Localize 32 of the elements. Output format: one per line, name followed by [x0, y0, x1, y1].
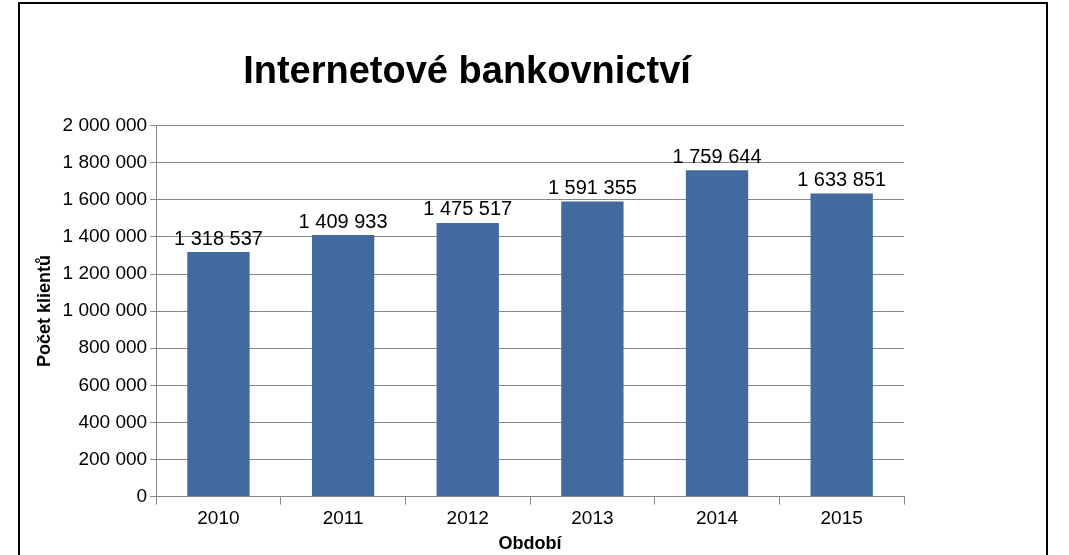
bar — [561, 201, 624, 497]
y-tick-label: 400 000 — [78, 410, 148, 432]
x-axis-title: Období — [498, 533, 563, 554]
y-tick-label: 1 400 000 — [62, 225, 148, 247]
data-label: 1 318 537 — [173, 226, 263, 249]
y-axis-title: Počet klientů — [33, 255, 54, 368]
data-label: 1 633 851 — [797, 168, 887, 191]
y-tick-label: 800 000 — [78, 336, 148, 358]
y-tick-label: 2 000 000 — [62, 113, 148, 135]
y-tick-label: 1 000 000 — [62, 299, 148, 321]
x-tick-label: 2013 — [571, 507, 614, 529]
data-label: 1 591 355 — [547, 175, 637, 198]
chart-title: Internetové bankovnictví — [243, 49, 693, 92]
data-label: 1 475 517 — [423, 197, 513, 220]
bar — [187, 252, 250, 497]
bar — [685, 170, 749, 497]
y-tick-label: 1 800 000 — [62, 150, 148, 172]
y-tick-label: 200 000 — [78, 447, 148, 469]
x-tick-label: 2015 — [820, 507, 863, 529]
y-tick-label: 1 600 000 — [62, 188, 148, 210]
x-tick-label: 2014 — [695, 507, 739, 529]
bar — [311, 235, 375, 497]
y-tick-label: 1 200 000 — [62, 262, 148, 284]
bar — [436, 222, 499, 497]
data-label: 1 759 644 — [672, 144, 762, 167]
y-tick-label: 600 000 — [78, 373, 148, 395]
x-tick-label: 2010 — [197, 507, 240, 529]
x-tick-label: 2011 — [322, 507, 364, 529]
data-label: 1 409 933 — [298, 209, 388, 232]
x-tick-label: 2012 — [446, 507, 489, 529]
bar — [810, 193, 873, 497]
y-tick-label: 0 — [136, 484, 148, 506]
